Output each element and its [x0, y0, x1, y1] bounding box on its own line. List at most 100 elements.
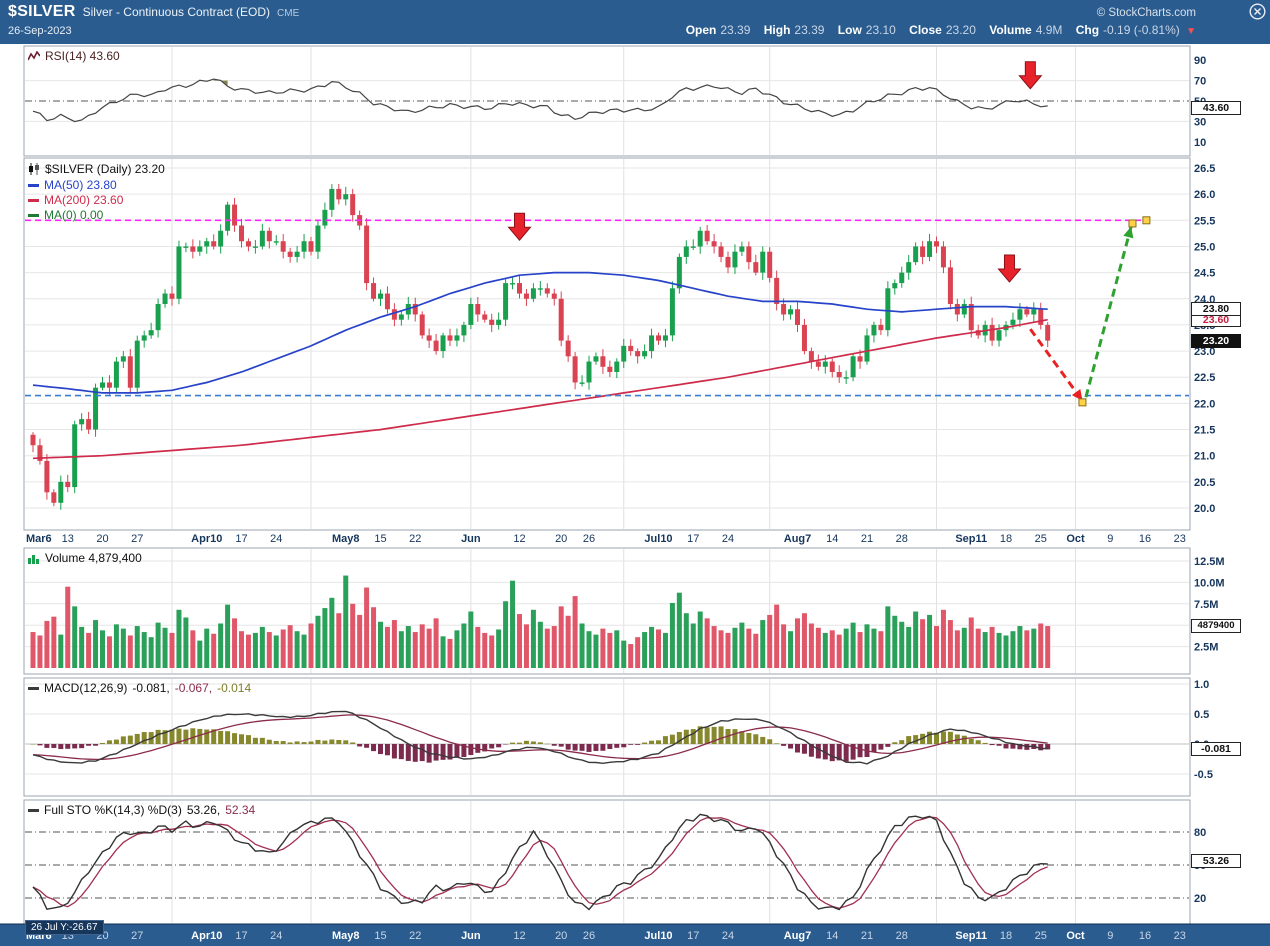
x-axis-tick: 13: [62, 533, 74, 545]
exchange-label: CME: [277, 8, 300, 19]
x-axis-tick: Jun: [461, 533, 481, 545]
high-label: High: [763, 23, 791, 37]
trend-arrowhead: [1071, 388, 1083, 401]
x-axis-tick: Aug7: [784, 533, 812, 545]
price-axis-tick: 23.0: [1194, 346, 1215, 358]
x-axis-tick: 26: [583, 533, 595, 545]
ma50-line-icon: [28, 183, 39, 187]
x-axis-tick: May8: [332, 533, 360, 545]
ma200-line-icon: [28, 198, 39, 202]
rsi-line: [32, 78, 1048, 123]
sto-k-line: [32, 813, 1048, 911]
price-axis-tick: 24.5: [1194, 268, 1215, 280]
volume-bars: [30, 575, 1051, 668]
candlestick-icon: [29, 163, 39, 175]
price-axis-tick: 21.0: [1194, 451, 1215, 463]
ma50-legend-text: MA(50) 23.80: [44, 178, 117, 192]
open-label: Open: [685, 23, 717, 37]
symbol: $SILVER: [8, 3, 76, 20]
price-axis-tick: 26.0: [1194, 189, 1215, 201]
sto-k-value: 53.26,: [186, 803, 221, 817]
main-panel-frame: [23, 157, 1191, 531]
bottom-x-axis-tick: 22: [409, 930, 421, 942]
volume-legend: Volume 4,879,400: [28, 551, 142, 565]
bottom-x-axis-tick: 9: [1107, 930, 1113, 942]
close-chart-icon[interactable]: [1249, 3, 1266, 20]
candles: [30, 183, 1051, 510]
ma200-legend-text: MA(200) 23.60: [44, 193, 124, 207]
bottom-x-axis-tick: 21: [861, 930, 873, 942]
price-axis-tick: 20.5: [1194, 477, 1215, 489]
x-axis-tick: Jul10: [644, 533, 672, 545]
x-axis-tick: 28: [896, 533, 908, 545]
volume-value-box: 4879400: [1191, 619, 1241, 633]
macd-value: -0.081,: [132, 681, 170, 695]
change-down-triangle-icon: ▼: [1186, 26, 1196, 37]
x-axis-tick: 9: [1107, 533, 1113, 545]
close-label: Close: [909, 23, 942, 37]
bottom-x-axis-tick: Apr10: [191, 930, 222, 942]
macd-line-icon: [28, 686, 39, 690]
price-axis-tick: 22.0: [1194, 398, 1215, 410]
bottom-x-axis-tick: 14: [826, 930, 838, 942]
x-axis-tick: 23: [1174, 533, 1186, 545]
bottom-x-axis-tick: 20: [555, 930, 567, 942]
bottom-x-axis-tick: 28: [896, 930, 908, 942]
bottom-x-axis-tick: 24: [270, 930, 282, 942]
symbol-description: Silver - Continuous Contract (EOD): [82, 5, 271, 19]
x-axis-tick: 17: [687, 533, 699, 545]
macd-signal-value: -0.067,: [174, 681, 213, 695]
chg-value: -0.19 (-0.81%): [1103, 23, 1180, 37]
sto-axis-tick: 20: [1194, 893, 1206, 905]
bottom-x-axis-tick: 17: [235, 930, 247, 942]
low-value: 23.10: [865, 23, 896, 37]
x-axis-tick: 27: [131, 533, 143, 545]
low-label: Low: [837, 23, 862, 37]
x-axis-tick: 21: [861, 533, 873, 545]
bottom-x-axis-tick: Jul10: [644, 930, 672, 942]
ma50-value-box: 23.80: [1191, 302, 1241, 316]
x-axis-tick: 20: [96, 533, 108, 545]
rsi-legend: RSI(14) 43.60: [28, 49, 120, 63]
bottom-x-axis-tick: 17: [687, 930, 699, 942]
ma200-line: [32, 318, 1048, 460]
x-axis-tick: 12: [513, 533, 525, 545]
header-title-row: $SILVER Silver - Continuous Contract (EO…: [0, 0, 1270, 21]
volume-axis-tick: 2.5M: [1194, 642, 1218, 654]
ma50-line: [32, 271, 1048, 394]
sto-axis-tick: 80: [1194, 827, 1206, 839]
macd-axis-tick: -0.5: [1194, 769, 1213, 781]
x-axis-tick: 20: [555, 533, 567, 545]
x-axis-tick: 18: [1000, 533, 1012, 545]
trend-arrow: [1084, 226, 1133, 398]
bottom-x-axis-tick: 18: [1000, 930, 1012, 942]
sto-panel-frame: [23, 799, 1191, 925]
x-axis-tick: 15: [374, 533, 386, 545]
ma50-legend: MA(50) 23.80: [28, 178, 117, 192]
yellow-marker: [1128, 219, 1137, 228]
high-value: 23.39: [794, 23, 825, 37]
x-axis-tick: 14: [826, 533, 838, 545]
price-axis-tick: 26.5: [1194, 163, 1215, 175]
x-axis-tick: Sep11: [955, 533, 987, 545]
macd-hist-value: -0.014: [217, 681, 252, 695]
bottom-x-axis-tick: May8: [332, 930, 360, 942]
close-value-box: 23.20: [1191, 334, 1241, 348]
stockcharts-credit: © StockCharts.com: [1096, 7, 1196, 19]
volume-value: 4.9M: [1035, 23, 1063, 37]
rsi-axis-tick: 70: [1194, 76, 1206, 88]
x-axis-tick: 17: [235, 533, 247, 545]
chart-header: $SILVER Silver - Continuous Contract (EO…: [0, 0, 1270, 44]
ma200-legend: MA(200) 23.60: [28, 193, 123, 207]
x-axis-tick: 16: [1139, 533, 1151, 545]
bottom-x-axis-tick: 24: [722, 930, 734, 942]
macd-signal-line: [32, 714, 1048, 761]
yellow-marker: [1078, 398, 1087, 407]
close-value: 23.20: [945, 23, 976, 37]
bottom-axis-strip: [0, 924, 1270, 946]
volume-axis-tick: 10.0M: [1194, 577, 1225, 589]
ma0-line-icon: [28, 213, 39, 217]
x-axis-tick: 24: [722, 533, 734, 545]
